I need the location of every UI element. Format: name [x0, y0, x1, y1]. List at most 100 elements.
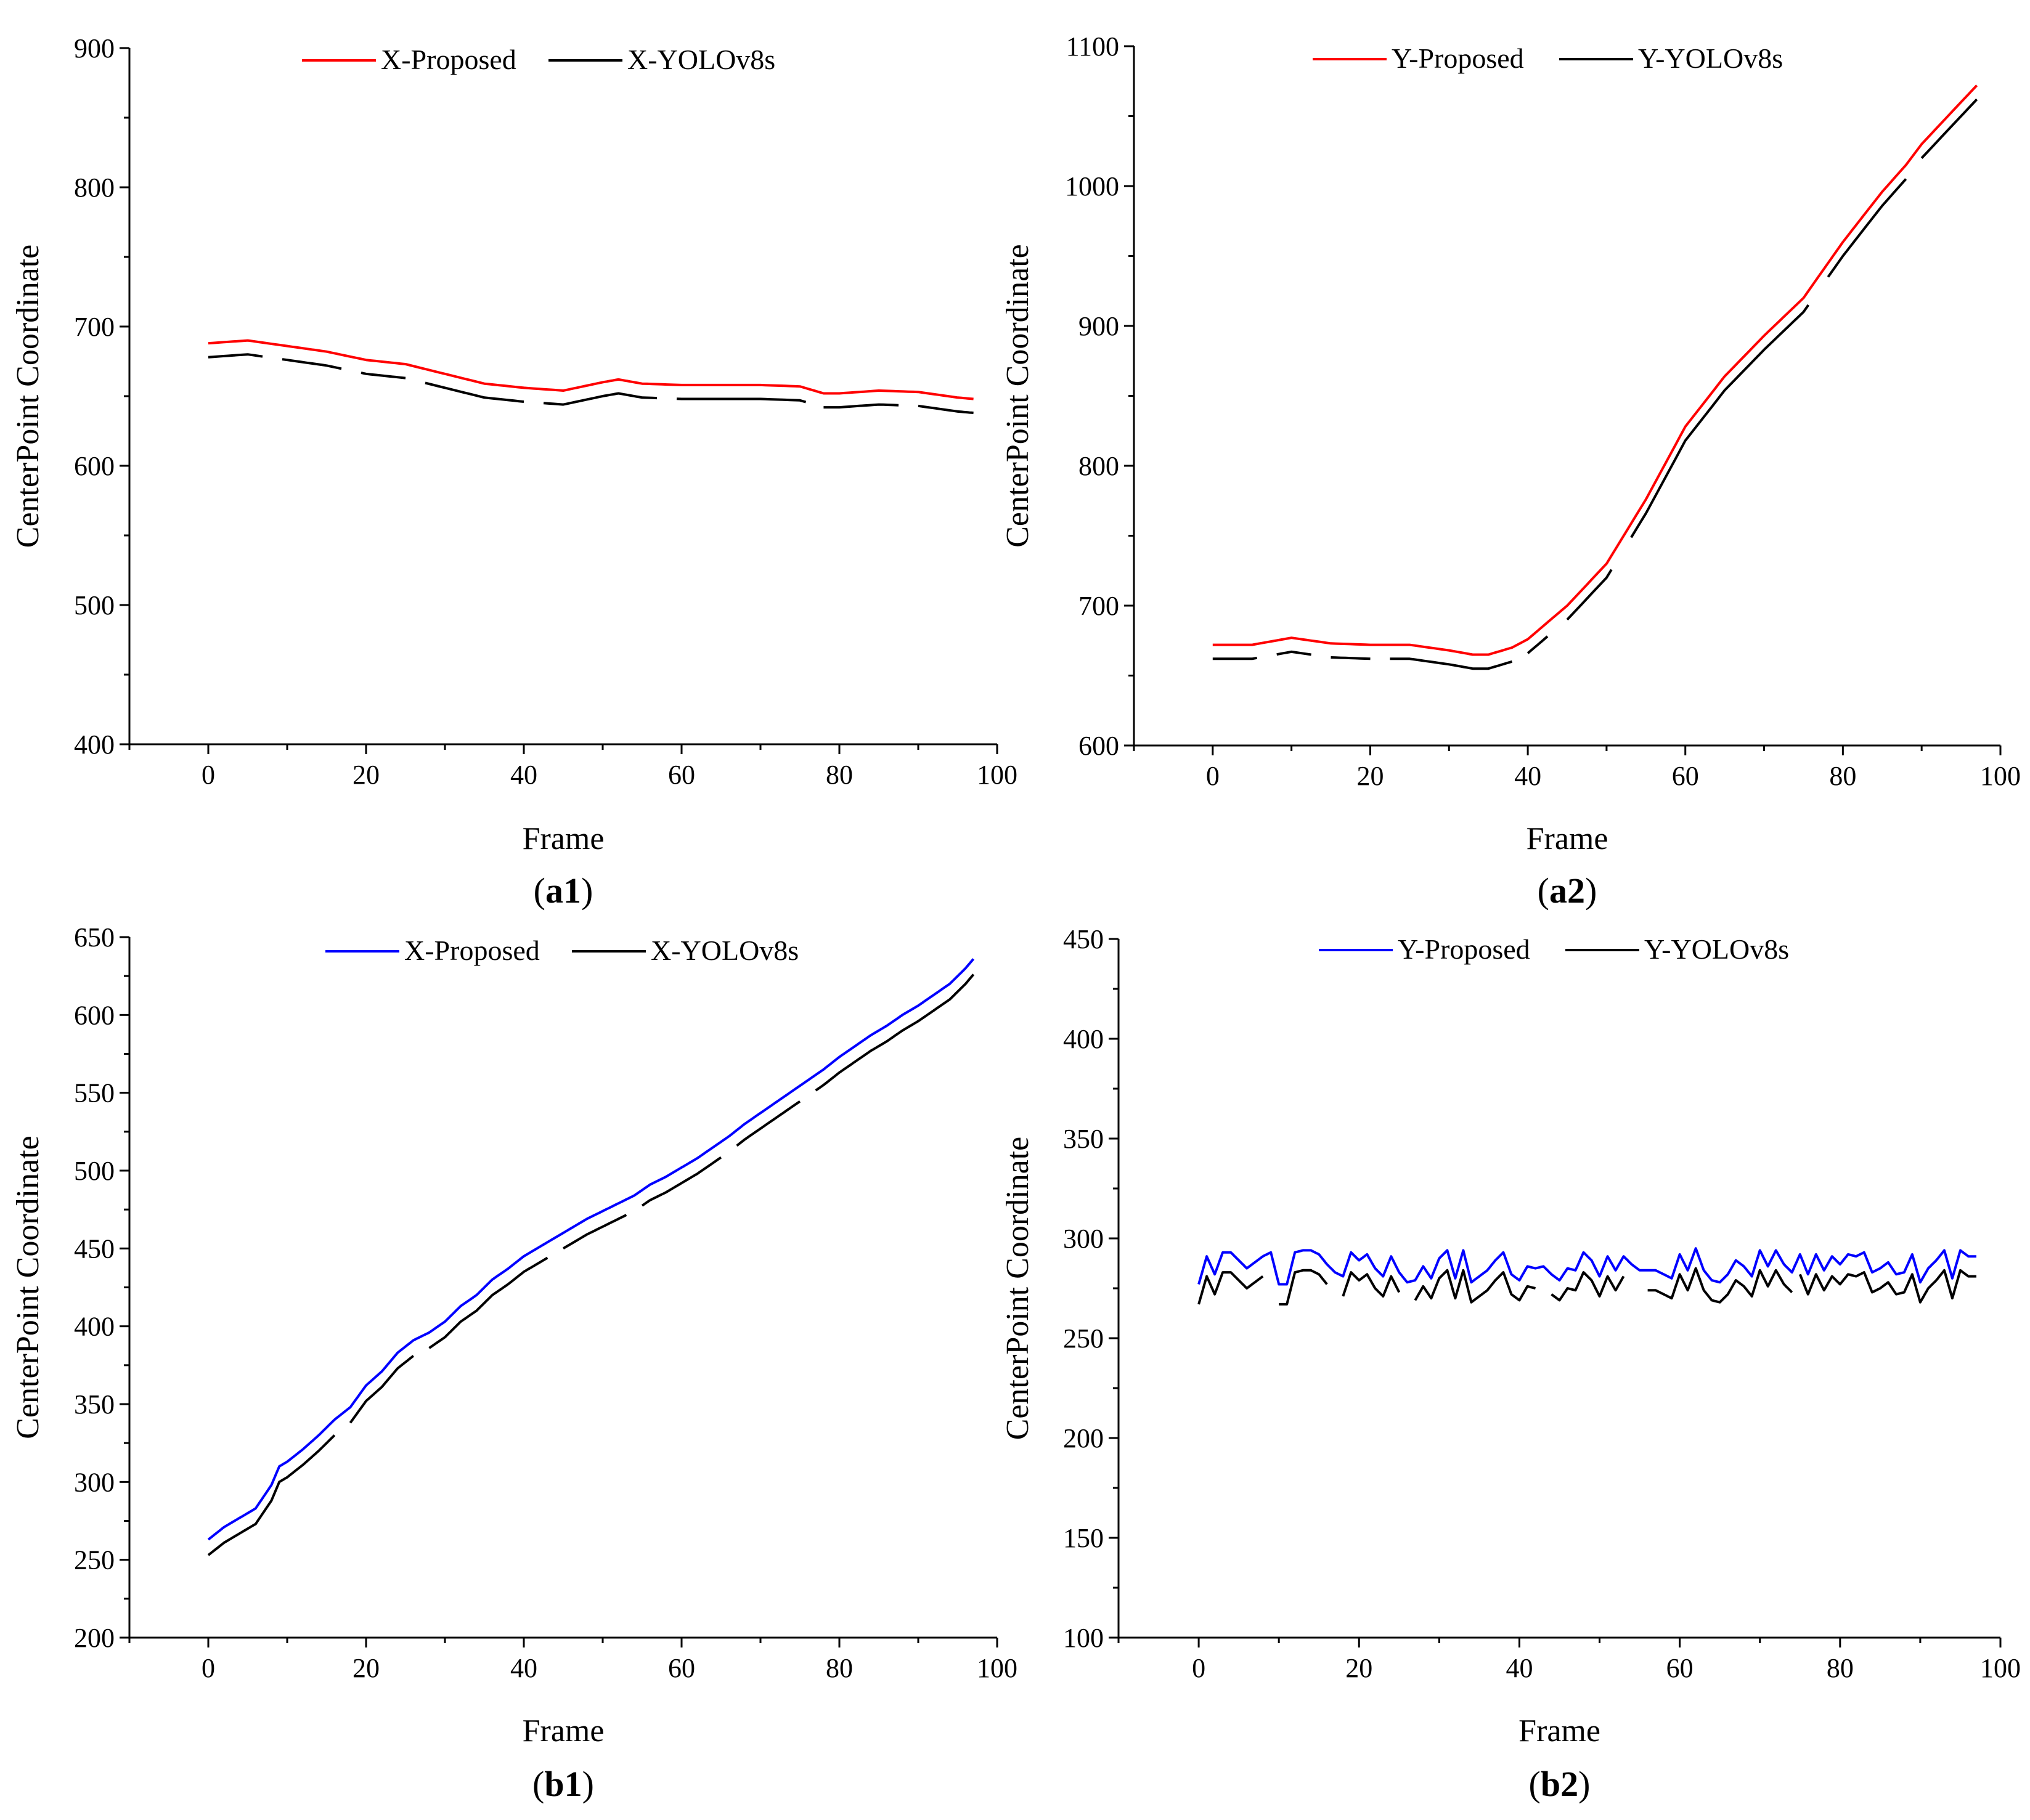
legend-label: X-Proposed	[381, 44, 516, 75]
x-tick-label: 80	[1829, 761, 1856, 791]
series-line-y-proposed	[1197, 1247, 1977, 1286]
series-line-x-yolov8s	[918, 404, 974, 415]
y-tick-label: 600	[74, 451, 115, 481]
y-tick-label: 650	[74, 922, 115, 953]
y-tick-label: 900	[74, 33, 115, 63]
series-line-y-yolov8s	[1827, 178, 1907, 278]
panel-caption-id: a2	[1549, 871, 1585, 911]
series-line-y-yolov8s	[1566, 569, 1613, 621]
chart-panel-b1: 0 20 40 60 80 100 200 250 300 350 400 450 500 550 600 6…	[10, 922, 1017, 1804]
legend-label: X-Proposed	[404, 935, 540, 966]
y-tick-label: 700	[74, 312, 115, 342]
series-line-y-yolov8s	[1212, 656, 1258, 660]
y-tick-label: 100	[1063, 1623, 1104, 1653]
legend-label: Y-YOLOv8s	[1638, 43, 1783, 74]
x-tick-label: 60	[1666, 1653, 1694, 1683]
x-tick-label: 80	[826, 760, 853, 790]
y-tick-label: 300	[74, 1467, 115, 1497]
panel-caption-id: b1	[544, 1764, 582, 1804]
series-line-x-yolov8s	[641, 1156, 722, 1207]
y-tick-label: 700	[1078, 591, 1119, 621]
series-line-x-proposed	[207, 958, 975, 1541]
series-line-y-yolov8s	[1527, 635, 1549, 654]
x-tick-label: 20	[1356, 761, 1384, 791]
x-tick-label: 60	[1672, 761, 1699, 791]
y-tick-label: 1100	[1066, 31, 1119, 62]
y-tick-label: 500	[74, 1156, 115, 1186]
y-tick-label: 400	[74, 729, 115, 760]
x-axis-label: Frame	[523, 1713, 605, 1749]
x-tick-label: 80	[1827, 1653, 1854, 1683]
y-tick-label: 200	[1063, 1423, 1104, 1453]
x-axis-label: Frame	[523, 821, 605, 856]
y-tick-label: 300	[1063, 1224, 1104, 1254]
series-line-y-yolov8s	[1331, 656, 1371, 660]
x-tick-label: 100	[1980, 761, 2021, 791]
series-line-y-yolov8s	[1342, 1271, 1401, 1298]
legend-label: Y-Proposed	[1392, 43, 1524, 74]
panel-caption: (b2)	[1529, 1764, 1591, 1804]
y-tick-label: 600	[74, 1000, 115, 1030]
series-line-x-yolov8s	[676, 397, 807, 404]
series-line-x-yolov8s	[543, 392, 658, 406]
series-line-x-yolov8s	[815, 973, 975, 1092]
series-line-y-yolov8s	[1197, 1271, 1264, 1305]
y-tick-label: 800	[1078, 451, 1119, 481]
series-line-x-yolov8s	[361, 372, 406, 380]
series-line-x-yolov8s	[425, 381, 524, 403]
series-line-y-yolov8s	[1630, 304, 1810, 538]
x-tick-label: 0	[1206, 761, 1220, 791]
series-line-x-yolov8s	[736, 1100, 801, 1147]
series-line-x-yolov8s	[208, 353, 263, 359]
series-line-y-yolov8s	[1390, 657, 1513, 670]
chart-panel-a1: 0 20 40 60 80 100 400 500 600 700 800 900 Frame Cente…	[10, 33, 1017, 911]
panel-caption-id: b2	[1541, 1764, 1578, 1804]
y-axis-label: CenterPoint Coordinate	[10, 245, 46, 548]
panel-caption: (a2)	[1538, 871, 1597, 911]
x-tick-label: 0	[202, 1653, 215, 1683]
x-tick-label: 40	[510, 760, 537, 790]
x-tick-label: 100	[1980, 1653, 2021, 1683]
y-axis-label: CenterPoint Coordinate	[1000, 1137, 1035, 1440]
x-tick-label: 40	[1506, 1653, 1533, 1683]
y-tick-label: 250	[1063, 1323, 1104, 1354]
x-tick-label: 40	[510, 1653, 537, 1683]
y-tick-label: 250	[74, 1545, 115, 1575]
series-line-x-yolov8s	[207, 1434, 336, 1556]
y-tick-label: 200	[74, 1623, 115, 1653]
series-line-y-yolov8s	[1798, 1269, 1977, 1304]
x-tick-label: 40	[1514, 761, 1541, 791]
x-tick-label: 100	[977, 760, 1017, 790]
y-tick-label: 350	[1063, 1124, 1104, 1154]
chart-panel-a2: 0 20 40 60 80 100 600 700 800 900 1000 1100 Frame Cen…	[1000, 31, 2021, 911]
series-line-y-yolov8s	[1551, 1271, 1625, 1302]
x-tick-label: 100	[977, 1653, 1017, 1683]
y-axis-label: CenterPoint Coordinate	[10, 1135, 46, 1439]
y-tick-label: 500	[74, 590, 115, 620]
series-line-y-yolov8s	[1920, 98, 1978, 159]
x-tick-label: 60	[668, 1653, 695, 1683]
x-tick-label: 20	[353, 760, 380, 790]
y-tick-label: 450	[74, 1233, 115, 1264]
panel-caption-id: a1	[545, 871, 581, 911]
series-line-y-yolov8s	[1647, 1267, 1793, 1304]
series-line-x-yolov8s	[823, 403, 899, 409]
x-axis-label: Frame	[1527, 821, 1608, 856]
legend-label: Y-Proposed	[1398, 933, 1530, 965]
legend-label: X-YOLOv8s	[627, 44, 775, 75]
y-axis-label: CenterPoint Coordinate	[1000, 244, 1035, 547]
panel-caption: (b1)	[532, 1764, 594, 1804]
x-tick-label: 0	[1192, 1653, 1205, 1683]
y-tick-label: 450	[1063, 924, 1104, 954]
series-line-x-yolov8s	[562, 1214, 627, 1250]
series-line-y-proposed	[1212, 84, 1978, 656]
y-tick-label: 900	[1078, 311, 1119, 341]
y-tick-label: 800	[74, 173, 115, 203]
x-tick-label: 0	[202, 760, 215, 790]
legend-label: Y-YOLOv8s	[1644, 933, 1789, 965]
y-tick-label: 350	[74, 1389, 115, 1420]
series-line-x-proposed	[208, 339, 974, 400]
x-tick-label: 60	[668, 760, 695, 790]
x-tick-label: 20	[1345, 1653, 1372, 1683]
series-line-x-yolov8s	[349, 1355, 415, 1424]
